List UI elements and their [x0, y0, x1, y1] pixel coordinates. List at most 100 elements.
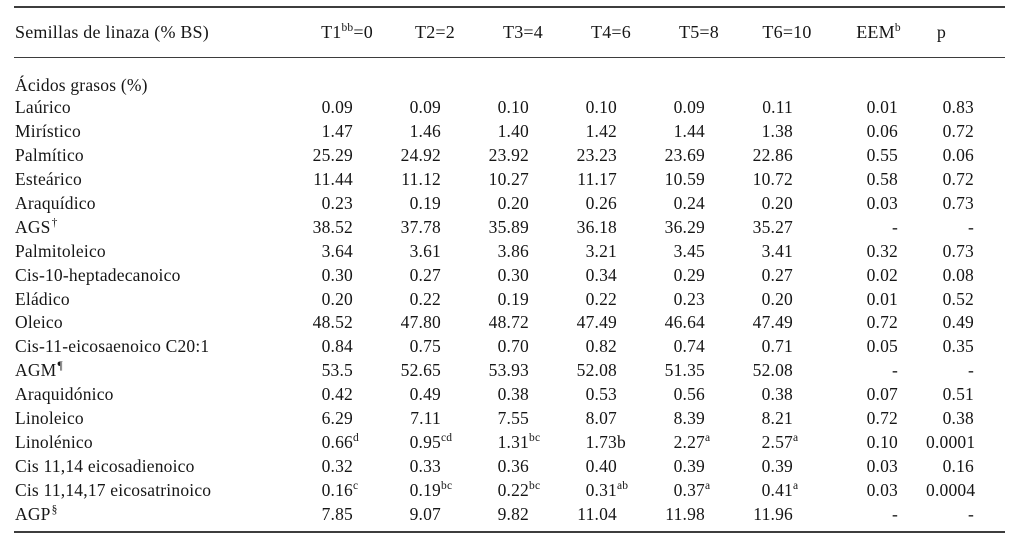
- header-p: p: [926, 8, 1005, 58]
- cell-value: 0.05: [866, 336, 898, 357]
- cell-value: 52.65: [400, 360, 441, 381]
- cell-value: 0.03: [866, 455, 898, 476]
- cell-value: 1.47: [321, 121, 353, 142]
- table-row: Linolénico 0.66d 0.95cd 1.31bc 1.73b 2.27a 2.5…: [14, 430, 1005, 454]
- row-label: AGP§: [15, 503, 58, 524]
- cell-value: 7.55: [497, 408, 529, 429]
- data-table: Semillas de linaza (% BS) T1bb=0 T2=2 T3…: [14, 6, 1005, 533]
- cell-value: 0.39: [673, 455, 705, 476]
- cell-value: 3.64: [321, 240, 353, 261]
- cell-value: 9.82: [497, 503, 529, 524]
- cell-value: 0.06: [942, 145, 974, 166]
- row-label: AGS†: [15, 216, 58, 237]
- cell-value: 52.08: [576, 360, 617, 381]
- cell-value: 0.16c: [321, 479, 359, 500]
- cell-value: 3.41: [761, 240, 793, 261]
- cell-value: 0.20: [761, 288, 793, 309]
- row-label: Palmítico: [15, 145, 84, 166]
- cell-value: 38.52: [312, 216, 353, 237]
- cell-value: 10.27: [488, 169, 529, 190]
- table-row: Linoleico 6.29 7.11 7.55 8.07 8.39 8.21 0.72 0.3…: [14, 407, 1005, 431]
- cell-value: 0.19bc: [409, 479, 453, 500]
- table-body: Ácidos grasos (%) Laúrico 0.09 0.09 0.10 0.10…: [14, 58, 1005, 527]
- cell-value: 1.73b: [585, 431, 626, 452]
- cell-value: 0.84: [321, 336, 353, 357]
- row-label: Esteárico: [15, 169, 82, 190]
- cell-value: 11.17: [577, 169, 617, 190]
- cell-value: 0.72: [942, 169, 974, 190]
- cell-value: 46.64: [664, 312, 705, 333]
- cell-value: 0.32: [866, 240, 898, 261]
- cell-value: 0.38: [761, 384, 793, 405]
- cell-value: 0.82: [585, 336, 617, 357]
- cell-value: 0.42: [321, 384, 353, 405]
- cell-value: 22.86: [752, 145, 793, 166]
- cell-value: 0.20: [321, 288, 353, 309]
- cell-value: 0.31ab: [585, 479, 629, 500]
- cell-value: 23.69: [664, 145, 705, 166]
- cell-value: 25.29: [312, 145, 353, 166]
- cell-value: 0.30: [497, 264, 529, 285]
- table-row: AGP§ 7.85 9.07 9.82 11.04 11.98 11.96 - -: [14, 502, 1005, 526]
- header-eem: EEMb: [831, 8, 926, 58]
- header-t6: T6=10: [743, 8, 831, 58]
- row-label: Cis 11,14 eicosadienoico: [15, 455, 195, 476]
- cell-value: 0.19: [497, 288, 529, 309]
- row-label: Laúrico: [15, 97, 71, 118]
- cell-value: 0.07: [866, 384, 898, 405]
- row-label: Mirístico: [15, 121, 81, 142]
- cell-value: 0.32: [321, 455, 353, 476]
- cell-value: 0.26: [585, 193, 617, 213]
- cell-value: 0.10: [585, 97, 617, 118]
- section-row: Ácidos grasos (%): [14, 58, 1005, 97]
- cell-value: 0.29: [673, 264, 705, 285]
- cell-value: 0.22bc: [497, 479, 541, 500]
- row-label: Cis 11,14,17 eicosatrinoico: [15, 479, 212, 500]
- cell-value: 1.38: [761, 121, 793, 142]
- cell-value: 0.22: [409, 288, 441, 309]
- cell-value: 0.30: [321, 264, 353, 285]
- cell-value: 36.29: [664, 216, 705, 237]
- cell-value: 11.96: [753, 503, 793, 524]
- cell-value: 24.92: [400, 145, 441, 166]
- cell-value: 0.71: [761, 336, 793, 357]
- row-label: Cis-11-eicosaenoico C20:1: [15, 336, 210, 357]
- cell-value: 35.89: [488, 216, 529, 237]
- cell-value: 0.10: [497, 97, 529, 118]
- cell-value: 8.07: [585, 408, 617, 429]
- cell-value: 0.27: [761, 264, 793, 285]
- cell-value: 1.31bc: [497, 431, 541, 452]
- cell-value: 0.23: [673, 288, 705, 309]
- cell-value: 0.20: [497, 193, 529, 213]
- cell-value: 47.80: [400, 312, 441, 333]
- cell-value: 0.03: [866, 479, 898, 500]
- table-row: Esteárico 11.44 11.12 10.27 11.17 10.59 10.72 0…: [14, 168, 1005, 192]
- cell-value: 0.73: [942, 193, 974, 213]
- row-label: Araquidónico: [15, 384, 114, 405]
- cell-value: 48.72: [488, 312, 529, 333]
- header-t1: T1bb=0: [303, 8, 391, 58]
- cell-value: 0.0004: [926, 479, 976, 500]
- page: { "table": { "first_col_header": "Semill…: [14, 6, 1005, 533]
- cell-value: 0.52: [942, 288, 974, 309]
- cell-value: 7.85: [321, 503, 353, 524]
- table-row: Cis-11-eicosaenoico C20:1 0.84 0.75 0.70 0.8…: [14, 335, 1005, 359]
- table-row: Cis 11,14 eicosadienoico 0.32 0.33 0.36 0.40…: [14, 454, 1005, 478]
- cell-value: -: [891, 216, 898, 237]
- table-row: AGS† 38.52 37.78 35.89 36.18 36.29 35.27 - -: [14, 215, 1005, 239]
- cell-value: 0.08: [942, 264, 974, 285]
- cell-value: 1.42: [585, 121, 617, 142]
- fatty-acids-table: Semillas de linaza (% BS) T1bb=0 T2=2 T3…: [14, 8, 1005, 526]
- cell-value: 0.72: [866, 408, 898, 429]
- cell-value: 0.49: [942, 312, 974, 333]
- table-row: Araquídico 0.23 0.19 0.20 0.26 0.24 0.20 0.03 0.…: [14, 192, 1005, 216]
- cell-value: 52.08: [752, 360, 793, 381]
- row-label: Palmitoleico: [15, 240, 106, 261]
- cell-value: 11.04: [577, 503, 617, 524]
- cell-value: 0.20: [761, 193, 793, 213]
- cell-value: 0.38: [942, 408, 974, 429]
- cell-value: 0.41a: [761, 479, 799, 500]
- cell-value: 0.72: [942, 121, 974, 142]
- cell-value: 48.52: [312, 312, 353, 333]
- row-label: Linoleico: [15, 408, 84, 429]
